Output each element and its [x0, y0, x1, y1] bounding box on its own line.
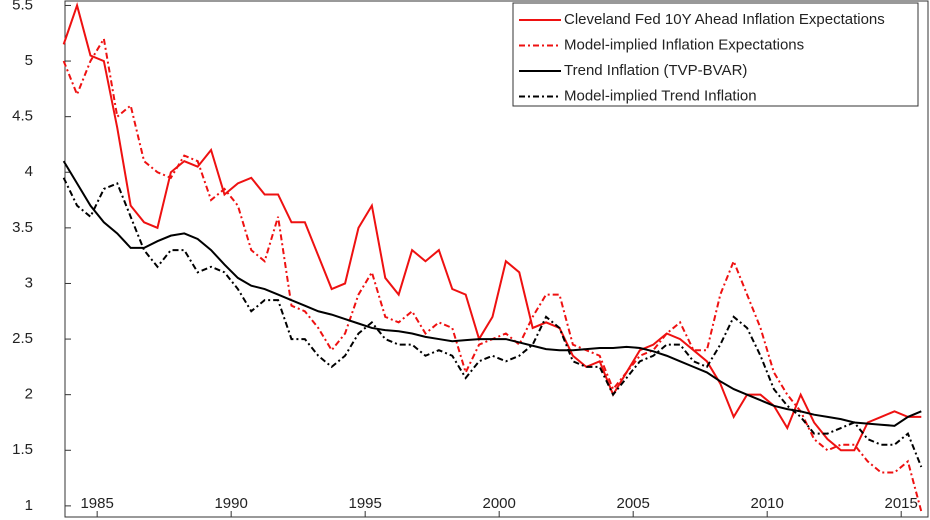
x-tick-label: 1990: [214, 495, 247, 512]
y-tick-label: 5: [25, 52, 33, 69]
x-tick-label: 1995: [348, 495, 381, 512]
legend-label: Cleveland Fed 10Y Ahead Inflation Expect…: [564, 11, 885, 28]
y-tick-label: 2: [25, 386, 33, 403]
x-tick-label: 1985: [80, 495, 113, 512]
series-line: [62, 2, 922, 452]
series-line: [62, 35, 923, 512]
y-tick-label: 2.5: [12, 330, 33, 347]
y-tick-label: 4.5: [12, 108, 33, 125]
x-tick-label: 2005: [616, 495, 649, 512]
x-tick-label: 2015: [885, 495, 918, 512]
legend-label: Trend Inflation (TVP-BVAR): [564, 62, 747, 79]
series-line: [62, 177, 923, 468]
y-tick-label: 3.5: [12, 219, 33, 236]
y-tick-label: 4: [25, 163, 33, 180]
x-tick-label: 2010: [751, 495, 784, 512]
y-tick-label: 1.5: [12, 441, 33, 458]
y-tick-label: 1: [25, 497, 33, 514]
y-tick-label: 3: [25, 274, 33, 291]
legend-box: [512, 2, 919, 107]
x-tick-label: 2000: [482, 495, 515, 512]
plot-frame: [64, 0, 929, 518]
y-tick-label: 5.5: [12, 0, 33, 13]
legend-label: Model-implied Inflation Expectations: [564, 36, 804, 53]
legend-label: Model-implied Trend Inflation: [564, 87, 757, 104]
series-line: [62, 160, 922, 427]
